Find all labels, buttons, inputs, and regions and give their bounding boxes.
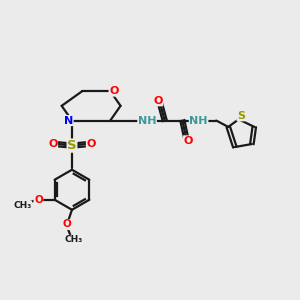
Text: NH: NH: [138, 116, 156, 126]
Text: S: S: [237, 111, 245, 121]
Text: CH₃: CH₃: [14, 201, 32, 210]
Text: O: O: [34, 195, 43, 205]
Text: O: O: [184, 136, 193, 146]
Text: NH: NH: [189, 116, 208, 126]
Text: O: O: [153, 96, 163, 106]
Text: S: S: [67, 139, 77, 152]
Text: O: O: [62, 220, 71, 230]
Text: O: O: [48, 139, 58, 149]
Text: N: N: [64, 116, 73, 126]
Text: O: O: [86, 139, 96, 149]
Text: CH₃: CH₃: [65, 235, 83, 244]
Text: O: O: [109, 86, 119, 96]
